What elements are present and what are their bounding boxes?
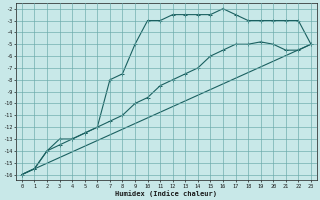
X-axis label: Humidex (Indice chaleur): Humidex (Indice chaleur) (116, 190, 217, 197)
